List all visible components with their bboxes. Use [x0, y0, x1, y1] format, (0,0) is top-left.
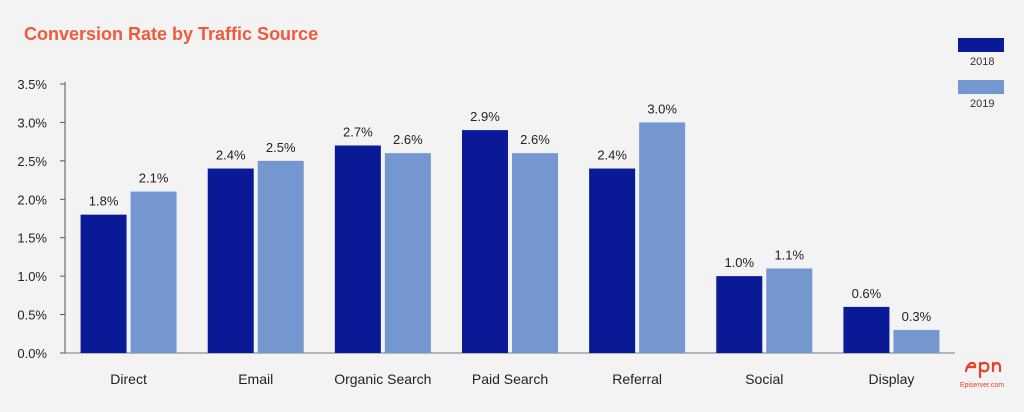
legend-label-2019: 2019 — [970, 98, 995, 110]
data-label: 3.0% — [647, 101, 677, 116]
episerver-logo: Episerver.com — [952, 353, 1012, 389]
bar-2019-social — [766, 268, 813, 353]
brand-caption: Episerver.com — [959, 382, 1005, 389]
data-label: 2.4% — [597, 148, 627, 163]
bar-2019-direct — [130, 191, 177, 353]
bar-2019-email — [257, 160, 304, 353]
y-tick-label: 3.5% — [17, 77, 47, 92]
y-tick-label: 2.0% — [17, 192, 47, 207]
data-label: 2.6% — [393, 132, 423, 147]
bar-2018-social — [716, 276, 763, 353]
y-tick-label: 0.5% — [17, 308, 47, 323]
data-label: 1.1% — [774, 247, 804, 262]
legend-swatch-2019 — [958, 80, 1004, 94]
chart-title: Conversion Rate by Traffic Source — [24, 24, 319, 44]
data-label: 2.1% — [139, 171, 169, 186]
y-tick-label: 1.5% — [17, 231, 47, 246]
data-label: 1.0% — [724, 255, 754, 270]
bar-2019-paid-search — [512, 153, 558, 353]
x-tick-label: Referral — [612, 371, 662, 387]
bar-2019-organic-search — [384, 153, 431, 353]
bar-2018-paid-search — [462, 130, 508, 353]
y-tick-label: 2.5% — [17, 154, 47, 169]
data-label: 2.9% — [470, 109, 500, 124]
data-label: 2.4% — [216, 148, 246, 163]
data-label: 2.7% — [343, 124, 373, 139]
data-label: 0.6% — [852, 286, 882, 301]
x-tick-label: Organic Search — [334, 371, 431, 387]
bar-2018-email — [207, 168, 254, 353]
x-tick-label: Email — [238, 371, 273, 387]
data-label: 2.6% — [520, 132, 550, 147]
y-tick-label: 3.0% — [17, 115, 47, 130]
bar-2018-referral — [589, 168, 636, 353]
data-label: 0.3% — [902, 309, 932, 324]
bar-2018-organic-search — [334, 145, 381, 353]
x-tick-label: Social — [745, 371, 783, 387]
x-tick-label: Display — [868, 371, 914, 387]
bar-2019-referral — [639, 122, 686, 353]
x-tick-label: Paid Search — [472, 371, 548, 387]
legend-swatch-2018 — [958, 38, 1004, 52]
bar-2019-display — [893, 329, 940, 353]
data-label: 2.5% — [266, 140, 296, 155]
epi-logo-mark — [964, 361, 1002, 379]
bar-2018-direct — [80, 214, 127, 353]
x-tick-label: Direct — [110, 371, 147, 387]
legend-label-2018: 2018 — [970, 56, 995, 68]
bar-2018-display — [843, 306, 890, 353]
y-tick-label: 1.0% — [17, 269, 47, 284]
y-tick-label: 0.0% — [17, 346, 47, 361]
data-label: 1.8% — [89, 194, 119, 209]
